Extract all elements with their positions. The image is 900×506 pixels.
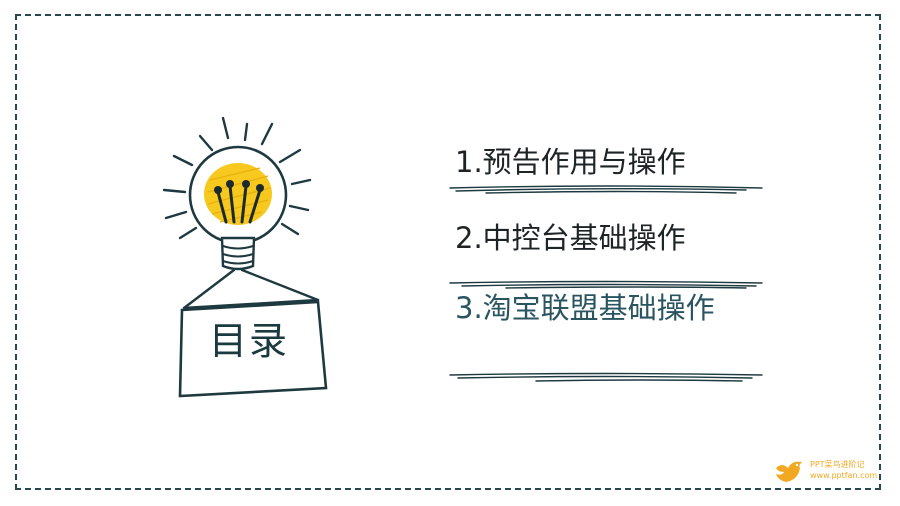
toc-item-3[interactable]: 3.淘宝联盟基础操作 xyxy=(455,291,715,325)
watermark: PPT菜鸟进阶记 www.pptfan.com xyxy=(772,456,882,488)
toc-item-2[interactable]: 2.中控台基础操作 xyxy=(455,221,686,255)
lightbulb-icon xyxy=(162,116,328,398)
underline-scribble xyxy=(449,372,763,382)
underline-scribble xyxy=(449,280,763,289)
underline-scribble xyxy=(449,185,763,194)
bird-logo-icon xyxy=(776,461,802,482)
slide-frame xyxy=(15,14,881,490)
watermark-name: PPT菜鸟进阶记 xyxy=(810,460,865,469)
toc-title: 目录 xyxy=(208,319,289,363)
toc-item-1[interactable]: 1.预告作用与操作 xyxy=(455,145,686,179)
watermark-url: www.pptfan.com xyxy=(810,471,878,480)
